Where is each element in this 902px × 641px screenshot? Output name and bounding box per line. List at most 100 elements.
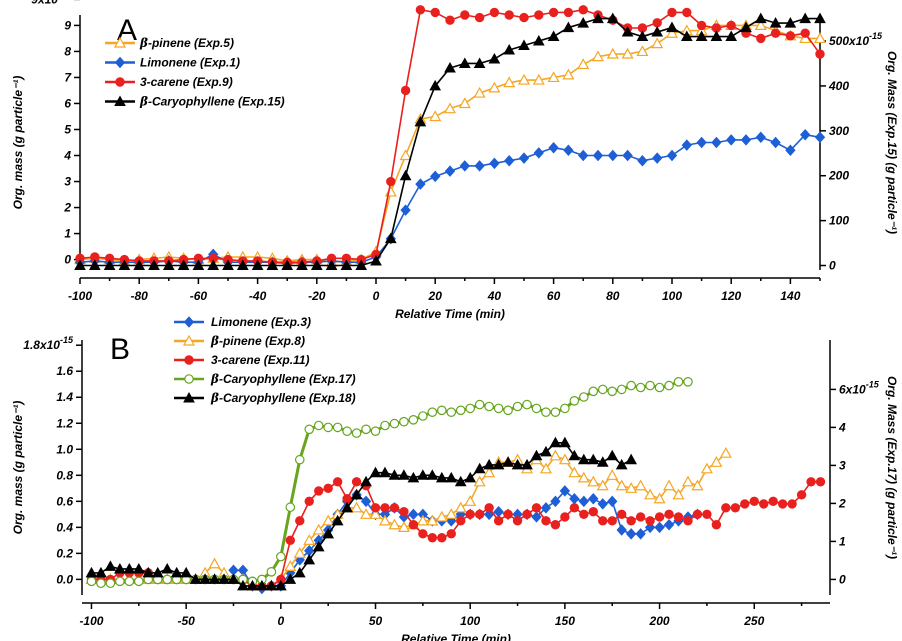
data-point (563, 144, 574, 157)
data-point (626, 516, 636, 526)
y-top-label-base: 1.8x10 (23, 338, 60, 352)
y-tick-label: 1 (64, 227, 71, 241)
data-point (189, 573, 202, 584)
data-point (162, 259, 175, 271)
data-point (578, 149, 589, 162)
data-point (342, 494, 352, 504)
legend-label-beta: β (210, 391, 219, 405)
data-point (464, 495, 477, 506)
legend-marker (114, 56, 126, 69)
x-tick-label: -100 (79, 614, 103, 628)
data-point (598, 516, 608, 526)
panel-a: -100 -80 -60 -40 -20 0 20 40 60 80 100 120 140012345… (11, 0, 899, 321)
data-point (548, 141, 559, 154)
x-tick-label: 60 (547, 289, 561, 303)
data-point (518, 39, 530, 51)
data-point (341, 501, 353, 513)
data-point (700, 462, 713, 474)
data-point (597, 498, 608, 510)
data-point (511, 458, 524, 470)
y-tick-label: 0.8 (56, 468, 73, 482)
y2-axis-title: Org. Mass (Exp.17) (g particle⁻¹) (885, 376, 899, 559)
data-point (370, 254, 382, 266)
data-point (621, 47, 634, 59)
data-point (342, 426, 352, 437)
data-point (691, 479, 704, 491)
y2-top-label: 500x10-15 (829, 31, 883, 48)
data-point (222, 259, 234, 271)
data-point (711, 520, 722, 530)
y-tick-label: 1.4 (56, 390, 73, 404)
series-2 (74, 128, 826, 270)
data-point (276, 551, 286, 562)
data-point (445, 471, 458, 483)
x-tick-label: -40 (249, 289, 267, 303)
series-4 (74, 12, 826, 271)
data-point (281, 259, 294, 271)
y2-tick-label: 0 (839, 572, 846, 586)
data-point (313, 420, 324, 431)
data-point (663, 518, 675, 531)
y2-tick-label: 0 (829, 259, 836, 273)
data-point (380, 420, 390, 431)
data-point (563, 7, 574, 18)
legend-marker (115, 77, 125, 87)
data-point (518, 152, 530, 164)
data-point (616, 509, 627, 520)
data-point (415, 5, 426, 15)
data-point (645, 516, 655, 526)
data-point (384, 185, 397, 197)
data-point (606, 47, 619, 59)
data-point (400, 204, 411, 216)
data-point (615, 479, 628, 491)
data-point (607, 495, 618, 508)
y-axis-title: Org. mass (g particle⁻¹) (11, 401, 25, 535)
data-point (483, 466, 496, 478)
data-point (606, 469, 619, 480)
legend-marker (183, 316, 195, 328)
y-tick-label: 9 (64, 18, 71, 32)
data-point (787, 499, 797, 509)
data-point (577, 471, 590, 483)
data-point (769, 17, 782, 28)
data-point (304, 496, 314, 507)
data-point (445, 15, 455, 25)
data-point (474, 160, 485, 172)
legend-marker (114, 95, 126, 106)
data-point (484, 503, 494, 513)
data-point (813, 32, 827, 44)
data-point (473, 462, 486, 474)
legend-item: β-pinene (Exp.8) (174, 334, 305, 348)
data-point (539, 462, 552, 474)
data-point (74, 259, 86, 271)
data-point (653, 492, 666, 504)
y-tick-label: 4 (63, 149, 71, 163)
data-point (444, 165, 456, 177)
data-point (332, 477, 343, 487)
legend-item: β-Caryophyllene (Exp.18) (174, 391, 356, 405)
data-point (284, 560, 297, 571)
x-tick-label: 40 (487, 289, 502, 303)
legend-label: β-Caryophyllene (Exp.15) (139, 95, 285, 109)
legend-marker (184, 374, 194, 384)
data-point (654, 512, 665, 522)
data-point (124, 576, 135, 587)
data-point (488, 81, 501, 93)
legend-label-text: -pinene (Exp.5) (148, 36, 234, 50)
data-point (644, 488, 657, 500)
data-point (651, 37, 664, 49)
data-point (399, 507, 409, 517)
data-point (587, 453, 600, 465)
data-point (540, 502, 552, 514)
y2-tick-label: 100 (829, 214, 849, 228)
panel-b: -100 -50 0 50 100 150 200 250 0.0 0.2 0.4 0.6 0.8 1.0… (11, 315, 899, 641)
data-point (435, 471, 448, 483)
data-point (355, 259, 368, 271)
data-point (784, 17, 797, 28)
y-tick-label: 3 (64, 175, 71, 189)
legend: Limonene (Exp.3)β-pinene (Exp.8)3-carene… (174, 315, 356, 405)
data-point (587, 475, 600, 487)
data-point (634, 479, 647, 491)
data-point (664, 509, 674, 520)
